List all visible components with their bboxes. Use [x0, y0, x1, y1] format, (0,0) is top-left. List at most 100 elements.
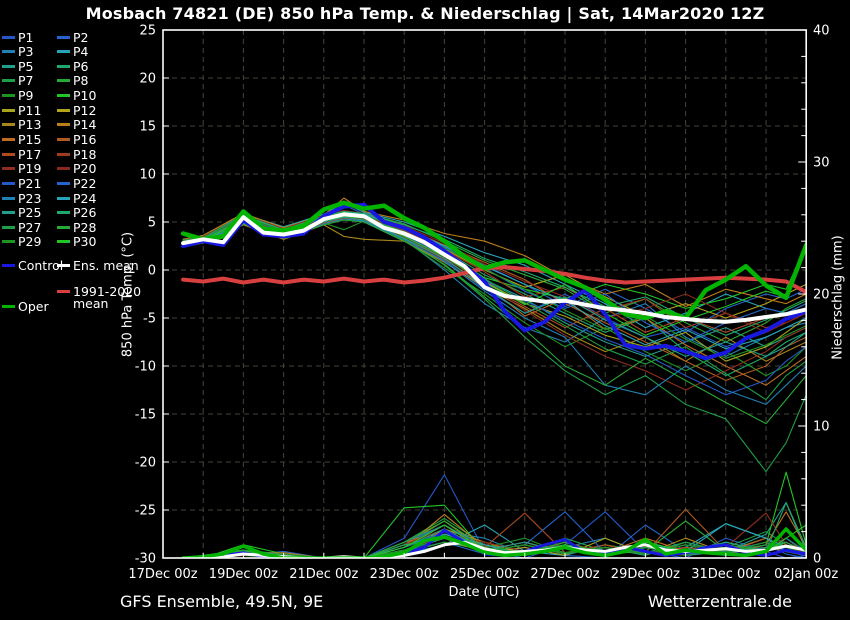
legend-p21-swatch	[2, 181, 15, 185]
x-axis-tick-label: 21Dec 00z	[289, 567, 358, 582]
x-axis-tick-label: 27Dec 00z	[530, 567, 599, 582]
legend-p21-label: P21	[18, 175, 42, 191]
legend-p16-label: P16	[73, 131, 97, 147]
legend-p24-label: P24	[73, 190, 97, 206]
legend-p22-swatch	[57, 181, 70, 185]
legend-p6-swatch	[57, 64, 70, 68]
legend-p15-swatch	[2, 137, 15, 141]
right-axis-tick-label: 30	[813, 156, 830, 171]
legend-clim-mean-label: 1991-2020 mean	[73, 284, 142, 311]
legend-p1: P1	[2, 29, 34, 45]
legend-clim-mean-line1: 1991-2020	[73, 284, 142, 299]
legend-p7: P7	[2, 73, 34, 89]
legend-p8-swatch	[57, 79, 70, 83]
left-axis-tick-label: -5	[143, 312, 156, 327]
legend-p12-swatch	[57, 108, 70, 112]
legend-p22-label: P22	[73, 175, 97, 191]
legend-p18-label: P18	[73, 146, 97, 162]
member-temp-line-P14	[182, 197, 807, 308]
legend-p28-swatch	[57, 225, 70, 229]
legend-p27-swatch	[2, 225, 15, 229]
legend-ens-mean: Ens. mean	[57, 257, 139, 273]
right-axis-tick-label: 40	[813, 24, 830, 39]
x-axis-tick-label: 17Dec 00z	[128, 567, 197, 582]
right-axis-tick-label: 0	[813, 552, 821, 567]
legend-p25-swatch	[2, 211, 15, 215]
left-axis-tick-label: -20	[135, 456, 156, 471]
legend-p7-label: P7	[18, 73, 34, 89]
right-axis-tick-label: 10	[813, 420, 830, 435]
chart-title: Mosbach 74821 (DE) 850 hPa Temp. & Niede…	[85, 4, 765, 23]
legend-p14-swatch	[57, 123, 70, 127]
legend-p1-label: P1	[18, 29, 34, 45]
legend-p19: P19	[2, 161, 41, 176]
legend-p6-label: P6	[73, 58, 89, 74]
legend-p11: P11	[2, 103, 41, 118]
legend-p4-swatch	[57, 50, 70, 54]
legend-p23: P23	[2, 190, 42, 206]
x-axis-tick-label: 25Dec 00z	[450, 567, 519, 582]
left-axis-tick-label: 15	[139, 120, 156, 135]
x-axis-tick-label: 23Dec 00z	[370, 567, 439, 582]
legend-p18: P18	[57, 146, 97, 162]
legend-p2: P2	[57, 30, 89, 45]
model-info-text: GFS Ensemble, 49.5N, 9E	[120, 592, 324, 611]
legend-p30-label: P30	[73, 234, 97, 250]
legend-p15: P15	[2, 131, 42, 147]
legend-clim-mean-line2: mean	[73, 296, 109, 311]
legend-p25-label: P25	[18, 205, 42, 221]
left-axis-tick-label: 0	[148, 264, 156, 279]
legend-p3-swatch	[2, 50, 15, 54]
legend-p5-label: P5	[18, 58, 34, 74]
legend-p9-label: P9	[18, 88, 34, 104]
legend-p17-swatch	[2, 152, 15, 156]
oper-precip-line	[181, 527, 807, 558]
oper-temp-line	[180, 200, 807, 321]
x-axis-tick-label: 29Dec 00z	[611, 567, 680, 582]
legend-ens-mean-label: Ens. mean	[73, 257, 139, 273]
legend-p27: P27	[2, 220, 41, 235]
left-axis-tick-label: 25	[139, 24, 156, 39]
right-axis-tick-label: 20	[813, 288, 830, 303]
legend-p21: P21	[2, 175, 42, 191]
legend-p5-swatch	[2, 64, 15, 68]
legend-p13-label: P13	[18, 117, 42, 133]
legend-p10-label: P10	[73, 88, 97, 104]
left-axis-tick-label: 10	[139, 168, 156, 183]
legend-p16-swatch	[57, 137, 70, 141]
legend-oper: Oper	[2, 298, 49, 314]
left-axis-tick-label: -15	[135, 408, 156, 423]
legend-p13-swatch	[2, 123, 15, 127]
legend-clim-mean: 1991-2020 mean	[57, 285, 141, 310]
legend-p19-swatch	[2, 167, 15, 171]
data-lines-group	[180, 197, 807, 558]
legend-p17: P17	[2, 147, 41, 162]
legend-p20-label: P20	[73, 161, 97, 177]
left-axis-tick-label: -30	[135, 552, 156, 567]
legend-p2-swatch	[57, 35, 70, 39]
legend-p28: P28	[57, 220, 96, 235]
legend-p16: P16	[57, 131, 97, 147]
left-axis-tick-label: -10	[135, 360, 156, 375]
legend-p30-swatch	[57, 240, 70, 244]
legend-control-label: Control	[18, 257, 64, 273]
x-axis-tick-label: 02Jan 00z	[774, 567, 838, 582]
legend-p23-swatch	[2, 196, 15, 200]
legend-control-swatch	[2, 263, 15, 267]
member-temp-line-P4	[182, 202, 807, 329]
legend-p1-swatch	[2, 35, 15, 39]
legend-p23-label: P23	[18, 190, 42, 206]
legend-p26-label: P26	[73, 205, 97, 221]
legend-oper-swatch	[2, 304, 15, 308]
legend-p13: P13	[2, 117, 42, 133]
site-credit-text: Wetterzentrale.de	[647, 592, 792, 611]
legend-clim-mean-swatch	[57, 290, 70, 293]
x-axis-tick-label: 31Dec 00z	[691, 567, 760, 582]
legend-p5: P5	[2, 58, 34, 74]
legend-ens-mean-swatch	[57, 263, 70, 267]
legend-p14-label: P14	[73, 117, 97, 133]
legend-p15-label: P15	[18, 131, 42, 147]
legend-oper-label: Oper	[18, 298, 49, 314]
